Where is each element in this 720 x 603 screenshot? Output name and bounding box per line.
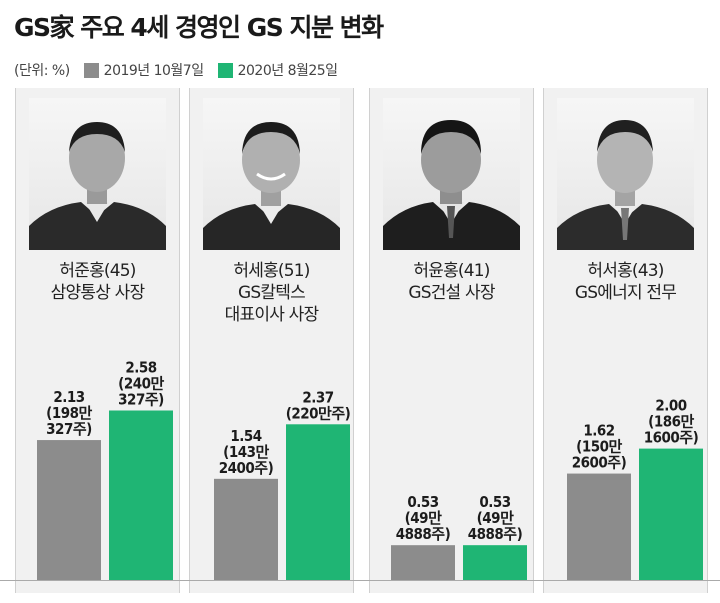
person-panel-heo-sehong: 허세홍(51) GS칼텍스 대표이사 사장 (189, 88, 354, 593)
person-role: 삼양통상 사장 (50, 283, 145, 303)
panel-divider (369, 88, 370, 593)
portrait-photo (203, 98, 340, 250)
legend-item-2019: 2019년 10월7일 (83, 60, 204, 80)
legend: (단위: %) 2019년 10월7일 2020년 8월25일 (14, 60, 352, 80)
person-name: 허윤홍(41) (413, 261, 490, 281)
person-role: GS에너지 전무 (574, 283, 677, 303)
portrait-photo (383, 98, 520, 250)
portrait-photo (29, 98, 166, 250)
portrait-icon (29, 122, 166, 250)
panel-divider (707, 88, 708, 593)
panel-divider (533, 88, 534, 593)
person-name: 허세홍(51) (233, 261, 310, 281)
person-panel-heo-junhong: 허준홍(45) 삼양통상 사장 (15, 88, 180, 593)
legend-label-2019: 2019년 10월7일 (103, 63, 204, 79)
person-role: GS건설 사장 (408, 283, 495, 303)
person-role: GS칼텍스 (238, 283, 306, 303)
page-title: GS家 주요 4세 경영인 GS 지분 변화 (14, 13, 384, 42)
panel-divider (179, 88, 180, 593)
person-panel-heo-seohong: 허서홍(43) GS에너지 전무 (543, 88, 708, 593)
portrait-icon (203, 122, 340, 250)
panel-divider (353, 88, 354, 593)
person-role: 대표이사 사장 (224, 305, 319, 325)
portrait-icon (557, 120, 694, 250)
panel-divider (189, 88, 190, 593)
person-name: 허서홍(43) (587, 261, 664, 281)
panel-divider (15, 88, 16, 593)
panel-divider (543, 88, 544, 593)
person-panel-heo-yunhong: 허윤홍(41) GS건설 사장 (369, 88, 534, 593)
legend-swatch-2019 (83, 62, 99, 78)
legend-item-2020: 2020년 8월25일 (217, 60, 338, 80)
portrait-icon (383, 120, 520, 250)
portrait-photo (557, 98, 694, 250)
legend-label-2020: 2020년 8월25일 (237, 63, 338, 79)
unit-label: (단위: %) (14, 63, 70, 79)
chart-baseline (0, 580, 720, 581)
person-name: 허준홍(45) (59, 261, 136, 281)
legend-swatch-2020 (217, 62, 233, 78)
